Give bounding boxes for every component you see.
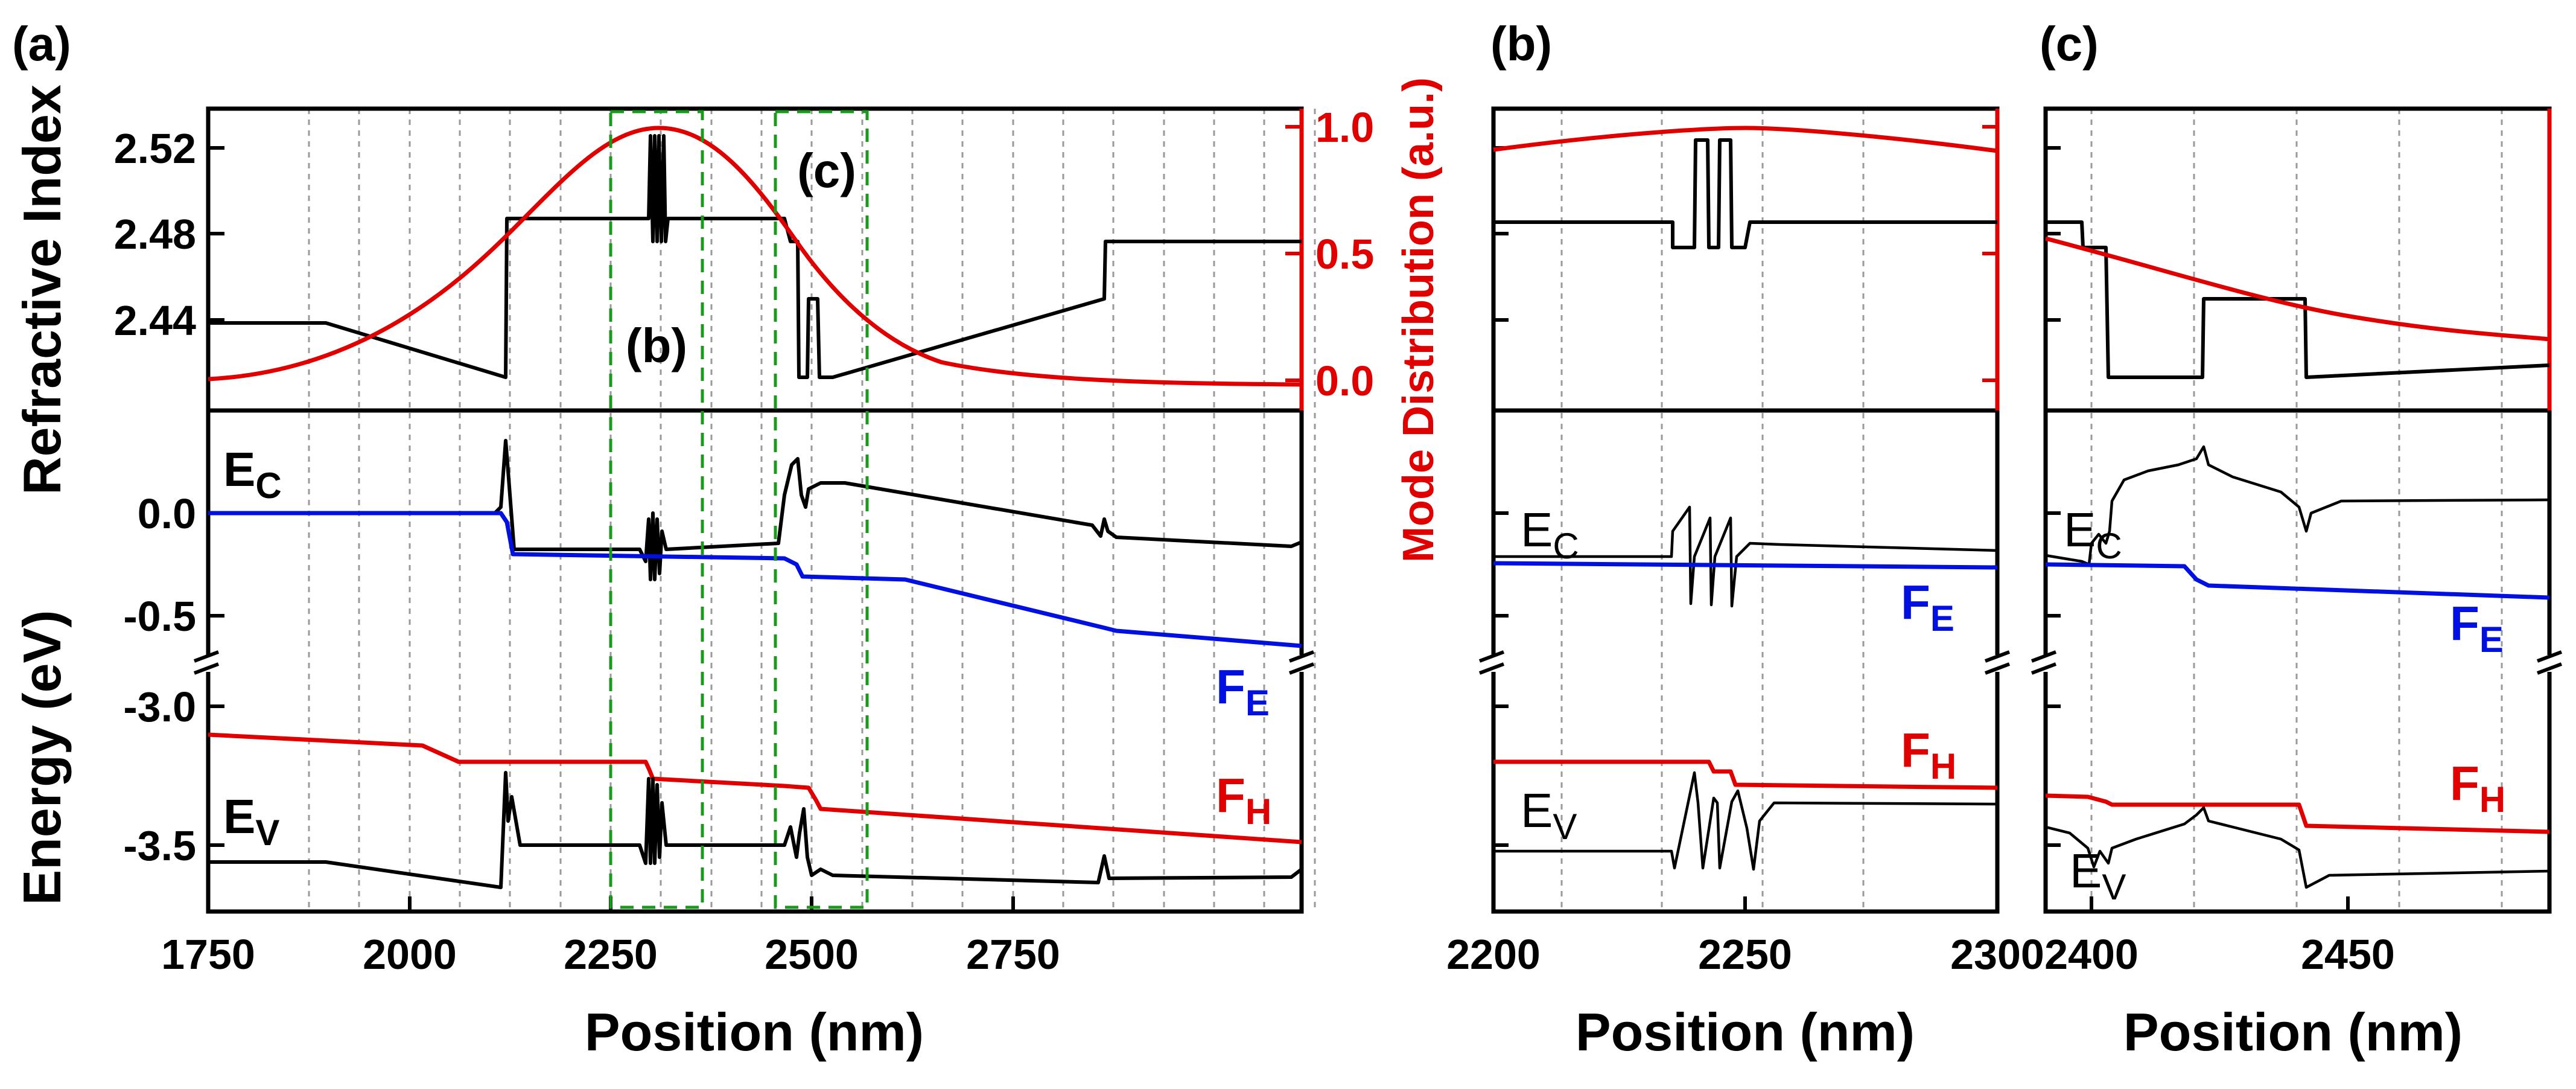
energy-tick-label: -3.5 [123, 822, 196, 869]
ec-label-a: EC [223, 442, 282, 506]
panel-c-y-ticks [2046, 146, 2061, 847]
fh-label-b: FH [1901, 723, 1956, 787]
refractive-index-ticks [208, 146, 224, 322]
refractive-index-line [2046, 220, 2550, 379]
refractive-index-tick-label: 2.52 [114, 125, 196, 172]
panel-a-x-axis-label: Position (nm) [585, 1002, 924, 1062]
panel-c-axis-break [2031, 650, 2563, 675]
ev-label-a: EV [223, 790, 279, 853]
x-tick-label: 2500 [765, 931, 859, 978]
panel-b-curves [1493, 126, 1998, 871]
conduction-band-line [1493, 505, 1998, 608]
hole-quasi-fermi-line [1493, 759, 1998, 790]
x-tick-label: 2250 [1698, 931, 1792, 978]
refractive-index-line [208, 134, 1302, 379]
energy-tick-label: 0.0 [138, 490, 196, 537]
x-tick-label: 1750 [161, 931, 255, 978]
energy-ticks [208, 511, 224, 847]
valence-band-line [208, 771, 1303, 889]
fh-label-c: FH [2450, 756, 2505, 820]
ec-label-c: EC [2064, 503, 2122, 566]
panel-b-grid [1560, 109, 1865, 912]
refractive-index-tick-label: 2.44 [114, 297, 196, 344]
x-tick-label: 2750 [966, 931, 1060, 978]
panel-a-label: (a) [12, 17, 71, 71]
zoom-box-c [774, 110, 869, 909]
mode-distribution-line [1493, 126, 1998, 153]
mode-tick-label: 0.5 [1315, 231, 1374, 278]
mode-ticks [1285, 125, 1302, 382]
zoom-box-c-label: (c) [797, 144, 856, 197]
hole-quasi-fermi-line [208, 732, 1302, 845]
energy-tick-label: -0.5 [123, 593, 196, 640]
panel-b-axis-break [1478, 650, 2011, 675]
hole-quasi-fermi-line [2045, 793, 2550, 834]
refractive-index-axis-label: Refractive Index [12, 85, 72, 495]
panel-c-label: (c) [2040, 17, 2099, 71]
x-tick-label: 2200 [1446, 931, 1541, 978]
panel-b-top-frame [1491, 106, 2000, 413]
fe-label-a: FE [1216, 660, 1270, 723]
panel-b-x-axis-label: Position (nm) [1576, 1002, 1915, 1062]
fh-label-a: FH [1216, 768, 1271, 832]
refractive-index-tick-label: 2.48 [114, 211, 196, 258]
panel-b-x-ticks [1492, 896, 1999, 912]
fe-label-b: FE [1901, 575, 1954, 639]
mode-tick-label: 1.0 [1315, 104, 1374, 151]
zoom-box-b-label: (b) [626, 319, 687, 372]
valence-band-line [1493, 771, 1998, 871]
ec-label-b: EC [1521, 503, 1579, 566]
mode-distribution-axis-label: Mode Distribution (a.u.) [1395, 77, 1443, 563]
x-tick-label: 2250 [564, 931, 658, 978]
mode-tick-label: 0.0 [1315, 357, 1374, 404]
energy-tick-label: -3.0 [123, 683, 196, 730]
ev-label-c: EV [2070, 844, 2126, 907]
panel-b-label: (b) [1490, 17, 1552, 71]
panel-a-bottom-frame [206, 408, 1304, 914]
x-tick-label: 2450 [2301, 931, 2395, 978]
panel-a-axis-break [193, 650, 1315, 675]
conduction-band-line [208, 439, 1303, 581]
zoom-box-b [609, 110, 704, 909]
panel-c-x-axis-label: Position (nm) [2123, 1002, 2463, 1062]
electron-quasi-fermi-line [1493, 561, 1998, 570]
mode-distribution-line [208, 126, 1302, 387]
x-tick-label: 2300 [1950, 931, 2044, 978]
energy-axis-label: Energy (eV) [12, 610, 72, 905]
ev-label-b: EV [1521, 784, 1577, 847]
panel-c-x-ticks [2090, 896, 2350, 912]
x-tick-label: 2400 [2044, 931, 2139, 978]
panel-c-curves [2045, 220, 2550, 889]
refractive-index-line [1493, 138, 1997, 249]
fe-label-c: FE [2450, 596, 2504, 660]
electron-quasi-fermi-line [2045, 562, 2550, 600]
mode-distribution-line [2045, 236, 2550, 342]
conduction-band-line [2045, 445, 2550, 566]
panel-c-grid [2090, 109, 2503, 912]
x-tick-label: 2000 [363, 931, 457, 978]
valence-band-line [2045, 806, 2550, 889]
electron-quasi-fermi-line [208, 511, 1302, 648]
panel-a-top-frame [206, 106, 1304, 413]
panel-a-curves [208, 126, 1303, 889]
